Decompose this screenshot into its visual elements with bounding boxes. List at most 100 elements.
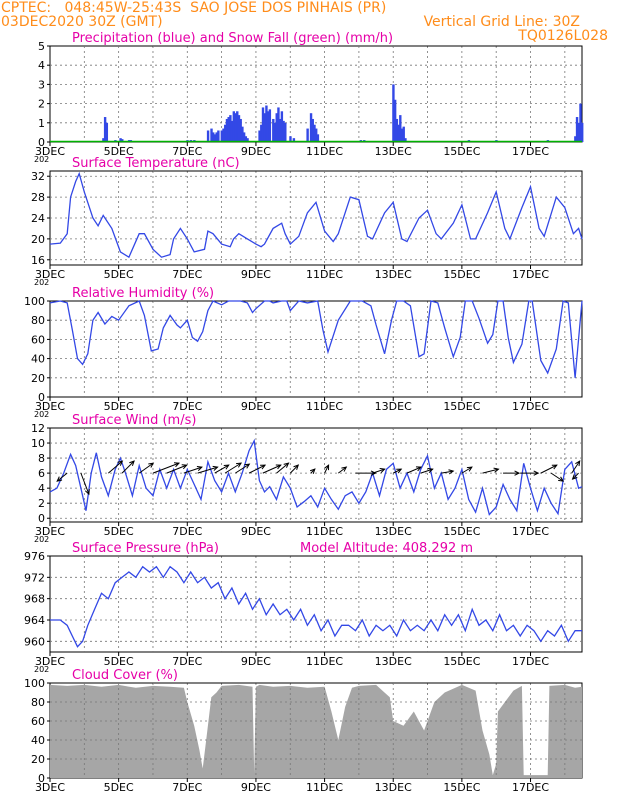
year-label: 202 <box>34 665 49 674</box>
precip-bar <box>577 122 580 142</box>
precip-bar <box>397 124 400 142</box>
x-tick-label: 7DEC <box>172 400 202 413</box>
precip-bar <box>316 134 320 142</box>
panel-wind: 0 2 4 6 8 10 12 3DEC 5DEC 7DEC 9DEC 11DEC 13DEC 15DEC… <box>31 413 583 544</box>
precip-bar <box>217 130 220 142</box>
precip-bar <box>575 117 579 142</box>
x-tick-label: 9DEC <box>241 400 271 413</box>
wind-arrow-head <box>148 462 155 468</box>
x-tick-label: 9DEC <box>241 525 271 538</box>
y-tick-label: 24 <box>31 212 45 225</box>
wind-arrow-head <box>514 470 521 476</box>
y-tick-label: 20 <box>31 372 45 385</box>
panel-cloud: 0 20 40 60 80 100 3DEC 5DEC 7DEC 9DEC 11DEC 13DEC 15… <box>24 668 583 794</box>
x-tick-label: 7DEC <box>172 525 202 538</box>
x-tick-label: 5DEC <box>104 145 134 158</box>
precip-bar <box>227 117 230 142</box>
x-tick-label: 15DEC <box>443 145 480 158</box>
precip-bar <box>225 118 229 142</box>
y-tick-label: 60 <box>31 333 45 346</box>
precip-bar <box>311 118 314 142</box>
precip-bar <box>404 138 407 142</box>
wind-arrow-head <box>427 467 434 473</box>
wind-arrow-head <box>244 463 251 469</box>
precip-bar <box>105 122 109 142</box>
precip-bar <box>266 111 270 142</box>
y-tick-label: 10 <box>31 437 45 450</box>
wind-arrow-head <box>448 469 455 475</box>
x-tick-label: 13DEC <box>375 145 412 158</box>
precip-bar <box>280 111 284 142</box>
x-tick-label: 3DEC <box>35 525 65 538</box>
x-tick-label: 17DEC <box>512 145 549 158</box>
precip-bar <box>292 138 296 142</box>
wind-arrow-head <box>212 465 219 471</box>
panel-title: Precipitation (blue) and Snow Fall (gree… <box>72 31 393 46</box>
precip-bar <box>244 136 248 142</box>
x-tick-label: 17DEC <box>512 400 549 413</box>
precip-bar <box>239 118 242 142</box>
panel-temperature: 16 20 24 28 32 3DEC 5DEC 7DEC 9DEC 11DEC 13DEC 15DE… <box>31 156 583 287</box>
y-tick-label: 1 <box>38 117 45 130</box>
wind-arrow-head <box>396 468 403 474</box>
precip-bar <box>579 103 582 142</box>
x-tick-label: 13DEC <box>375 525 412 538</box>
wind-arrow-head <box>260 464 267 470</box>
x-tick-label: 15DEC <box>443 268 480 281</box>
wind-arrow <box>289 464 299 474</box>
y-tick-label: 0 <box>38 512 45 525</box>
precip-bar <box>272 118 275 142</box>
wind-arrow <box>420 468 433 474</box>
precip-bar <box>222 128 225 142</box>
y-tick-label: 6 <box>38 467 45 480</box>
x-tick-label: 15DEC <box>443 525 480 538</box>
x-tick-label: 17DEC <box>512 268 549 281</box>
wind-arrow-head <box>236 462 243 468</box>
wind-arrow <box>152 462 180 474</box>
precip-bar <box>581 122 584 142</box>
panel-pressure: 960 964 968 972 976 3DEC 5DEC 7DEC 9DEC 11DEC 13DE… <box>24 541 583 674</box>
precip-bar <box>268 109 272 142</box>
y-tick-label: 40 <box>31 734 45 747</box>
wind-arrow-head <box>370 470 377 476</box>
precip-bar <box>232 111 236 142</box>
precip-bar <box>103 117 107 142</box>
wind-arrow-head <box>379 467 386 473</box>
x-tick-label: 17DEC <box>512 525 549 538</box>
wind-arrow-head <box>558 476 565 482</box>
y-tick-label: 40 <box>31 353 45 366</box>
precip-bar <box>278 118 282 142</box>
x-tick-label: 3DEC <box>35 400 65 413</box>
y-tick-label: 100 <box>24 677 45 690</box>
plot-frame <box>49 555 583 653</box>
precip-bar <box>277 107 280 142</box>
y-tick-label: 20 <box>31 233 45 246</box>
precip-bar <box>258 130 261 142</box>
wind-arrow-head <box>551 464 558 470</box>
wind-arrow <box>183 466 203 474</box>
wind-arrow <box>197 466 218 474</box>
wind-arrow <box>393 468 402 474</box>
precip-bar <box>393 99 397 142</box>
x-tick-label: 13DEC <box>375 781 412 794</box>
x-tick-label: 9DEC <box>241 268 271 281</box>
precip-bar <box>261 107 265 142</box>
x-tick-label: 15DEC <box>443 655 480 668</box>
wind-arrow-head <box>309 468 316 475</box>
precip-bar <box>119 138 122 142</box>
x-tick-label: 11DEC <box>306 781 343 794</box>
wind-arrow-head <box>493 467 500 473</box>
precip-bar <box>246 138 249 142</box>
precip-bar <box>229 115 232 142</box>
plot-frame <box>49 45 583 143</box>
grid-line-note: Vertical Grid Line: 30Z <box>423 14 580 30</box>
wind-arrow-head <box>84 489 90 496</box>
x-tick-label: 15DEC <box>443 781 480 794</box>
wind-arrow <box>138 462 154 474</box>
wind-arrow-head <box>293 464 300 471</box>
x-tick-label: 3DEC <box>35 781 65 794</box>
panel-title: Cloud Cover (%) <box>72 668 178 683</box>
wind-arrow <box>224 462 242 474</box>
wind-arrow-head <box>571 474 578 480</box>
wind-arrow <box>80 472 90 495</box>
